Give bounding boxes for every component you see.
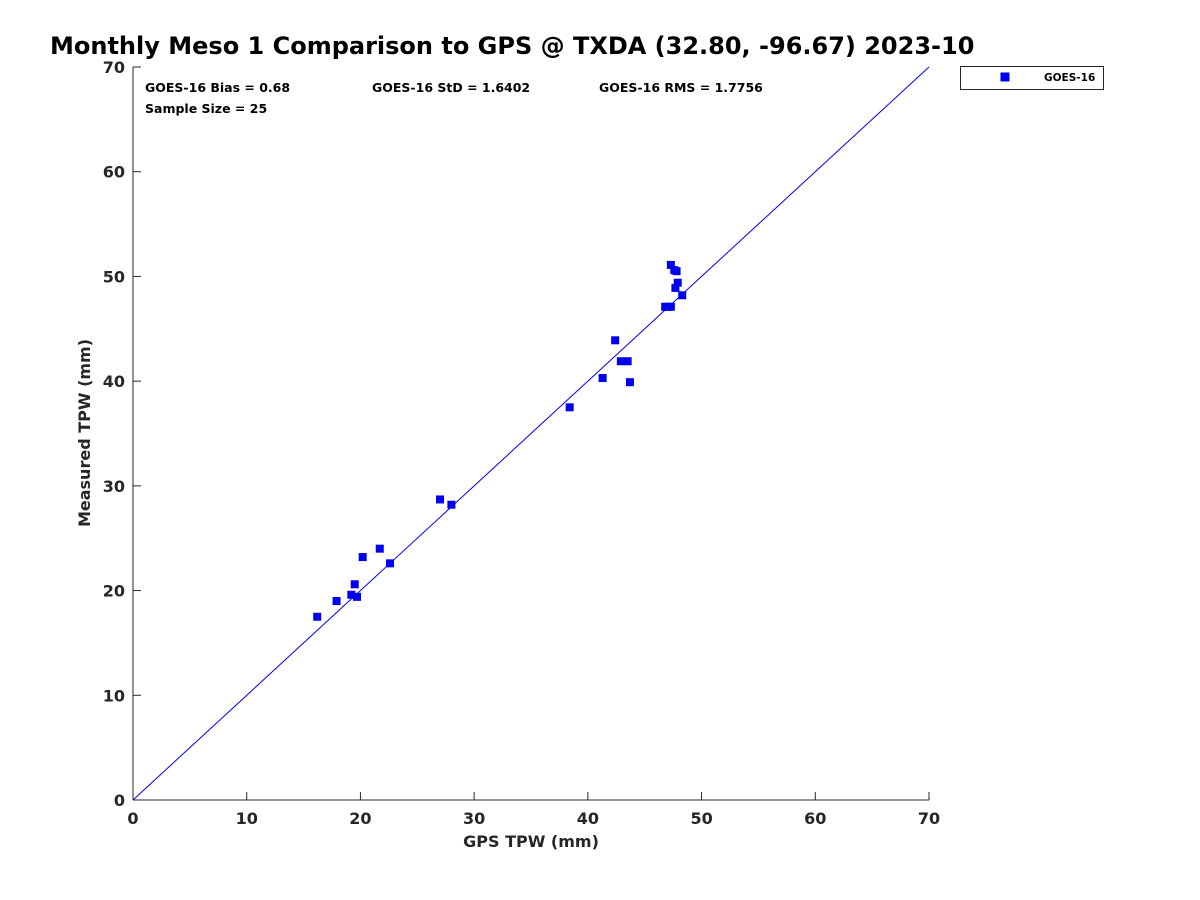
- data-point: [664, 302, 673, 311]
- stats-annotations: GOES-16 Bias = 0.68 GOES-16 StD = 1.6402…: [145, 80, 763, 116]
- data-point: [678, 291, 687, 300]
- y-axis-ticks: 0 10 20 30 40 50 60 70: [103, 58, 141, 810]
- data-point: [375, 544, 384, 553]
- y-tick-label: 30: [103, 477, 125, 496]
- data-point: [350, 580, 359, 589]
- data-point: [611, 336, 620, 345]
- data-point: [347, 590, 356, 599]
- x-tick-label: 30: [463, 809, 485, 828]
- data-point: [313, 612, 322, 621]
- rms-annotation: GOES-16 RMS = 1.7756: [599, 80, 763, 95]
- data-point: [666, 260, 675, 269]
- plot-area: [132, 66, 930, 801]
- reference-line-group: [132, 66, 930, 801]
- x-tick-label: 70: [918, 809, 940, 828]
- y-tick-label: 50: [103, 267, 125, 286]
- x-tick-label: 60: [804, 809, 826, 828]
- data-point: [436, 495, 445, 504]
- x-axis-ticks: 0 10 20 30 40 50 60 70: [127, 792, 940, 828]
- y-tick-label: 60: [103, 163, 125, 182]
- legend-marker-goes16: [1000, 72, 1010, 82]
- data-point: [623, 357, 632, 366]
- std-annotation: GOES-16 StD = 1.6402: [372, 80, 530, 95]
- data-point: [616, 357, 625, 366]
- data-point: [673, 278, 682, 287]
- x-tick-label: 40: [577, 809, 599, 828]
- data-point: [672, 267, 681, 276]
- data-point: [353, 592, 362, 601]
- data-point: [565, 403, 574, 412]
- x-tick-label: 50: [690, 809, 712, 828]
- data-points-group: [313, 260, 687, 621]
- legend-box: [960, 66, 1104, 90]
- x-tick-label: 10: [236, 809, 258, 828]
- bias-annotation: GOES-16 Bias = 0.68: [145, 80, 290, 95]
- legend-label-goes16: GOES-16: [1044, 72, 1095, 84]
- y-axis-label: Measured TPW (mm): [75, 339, 94, 527]
- data-point: [332, 597, 341, 606]
- x-tick-label: 20: [349, 809, 371, 828]
- chart-title: Monthly Meso 1 Comparison to GPS @ TXDA …: [50, 32, 974, 60]
- one-to-one-reference-line: [132, 66, 930, 801]
- x-axis-label: GPS TPW (mm): [463, 832, 599, 851]
- y-tick-label: 20: [103, 582, 125, 601]
- sample-size-annotation: Sample Size = 25: [145, 101, 267, 116]
- y-tick-label: 10: [103, 686, 125, 705]
- data-point: [671, 283, 680, 292]
- y-tick-label: 0: [114, 791, 125, 810]
- legend: GOES-16: [960, 66, 1104, 90]
- data-point: [447, 500, 456, 509]
- y-tick-label: 40: [103, 372, 125, 391]
- data-point: [625, 378, 634, 387]
- data-point: [598, 374, 607, 383]
- y-tick-label: 70: [103, 58, 125, 77]
- x-tick-label: 0: [127, 809, 138, 828]
- data-point: [385, 559, 394, 568]
- data-point: [358, 553, 367, 562]
